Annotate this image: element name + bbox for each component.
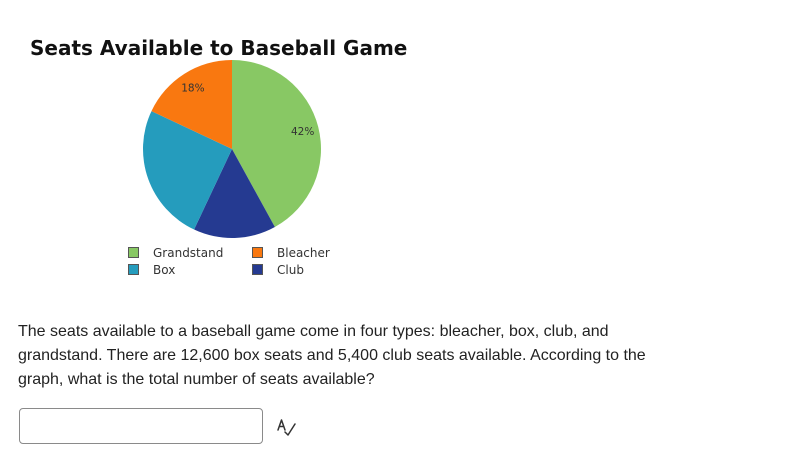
pie-slice-grandstand [232, 60, 322, 227]
legend-swatch [128, 247, 139, 258]
slice-label-bleacher: 18% [181, 82, 204, 94]
pie-slice-box [143, 111, 232, 230]
legend-item-box: Box [128, 262, 252, 277]
chart-legend: Grandstand Bleacher Box Club [128, 245, 378, 277]
slice-label-grandstand: 42% [291, 126, 314, 138]
chart-title: Seats Available to Baseball Game [30, 36, 408, 60]
legend-swatch [128, 264, 139, 275]
pie-chart: 42% 18% [143, 60, 322, 238]
legend-label: Box [153, 262, 176, 277]
spell-check-icon[interactable] [276, 418, 296, 436]
question-text: The seats available to a baseball game c… [18, 323, 646, 388]
legend-item-club: Club [252, 262, 372, 277]
legend-label: Club [277, 262, 304, 277]
answer-input[interactable] [19, 408, 263, 444]
pie-slice-bleacher [151, 60, 232, 149]
legend-item-bleacher: Bleacher [252, 245, 372, 260]
legend-label: Bleacher [277, 245, 330, 260]
legend-item-grandstand: Grandstand [128, 245, 252, 260]
pie-slice-club [194, 149, 275, 238]
legend-swatch [252, 264, 263, 275]
legend-label: Grandstand [153, 245, 224, 260]
legend-swatch [252, 247, 263, 258]
